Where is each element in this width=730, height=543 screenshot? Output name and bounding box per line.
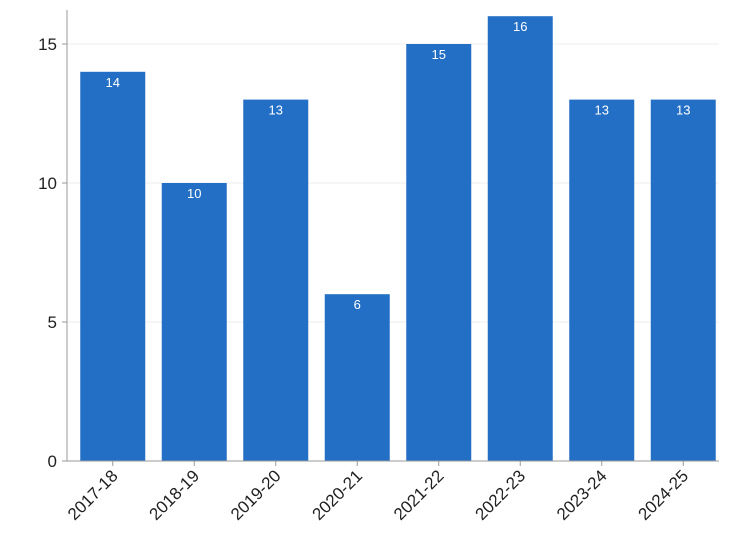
bar-2024-25	[650, 99, 716, 461]
bar-2020-21	[324, 294, 390, 461]
bar-2019-20	[243, 99, 309, 461]
bar-2021-22	[406, 44, 472, 461]
bar-2023-24	[569, 99, 635, 461]
x-tick-label-2019-20: 2019-20	[227, 466, 285, 524]
bar-value-label-2022-23: 16	[513, 19, 527, 34]
bar-value-label-2017-18: 14	[106, 75, 120, 90]
bar-2022-23	[487, 16, 553, 461]
bar-value-label-2023-24: 13	[595, 103, 609, 118]
bar-value-label-2019-20: 13	[269, 103, 283, 118]
bar-2017-18	[80, 71, 146, 462]
x-tick-label-2021-22: 2021-22	[390, 466, 448, 524]
y-tick-label: 5	[48, 313, 57, 332]
y-axis: 0 5 10 15	[38, 10, 68, 471]
y-tick-label: 10	[38, 174, 57, 193]
x-tick-label-2023-24: 2023-24	[553, 466, 611, 524]
bar-value-label-2024-25: 13	[676, 103, 690, 118]
bar-value-labels: 14 10 13 6 15 16 13 13	[106, 19, 691, 312]
y-tick-label: 15	[38, 35, 57, 54]
bar-value-label-2021-22: 15	[432, 47, 446, 62]
bar-value-label-2020-21: 6	[354, 297, 361, 312]
x-tick-label-2022-23: 2022-23	[472, 466, 530, 524]
bar-2018-19	[161, 183, 227, 461]
y-tick-label: 0	[48, 452, 57, 471]
x-tick-label-2024-25: 2024-25	[635, 466, 693, 524]
x-tick-label-2017-18: 2017-18	[64, 466, 122, 524]
x-tick-label-2020-21: 2020-21	[309, 466, 367, 524]
x-axis: 2017-18 2018-19 2019-20 2020-21 2021-22 2022-…	[64, 460, 719, 524]
bar-value-label-2018-19: 10	[187, 186, 201, 201]
x-tick-label-2018-19: 2018-19	[146, 466, 204, 524]
bars	[80, 16, 716, 462]
